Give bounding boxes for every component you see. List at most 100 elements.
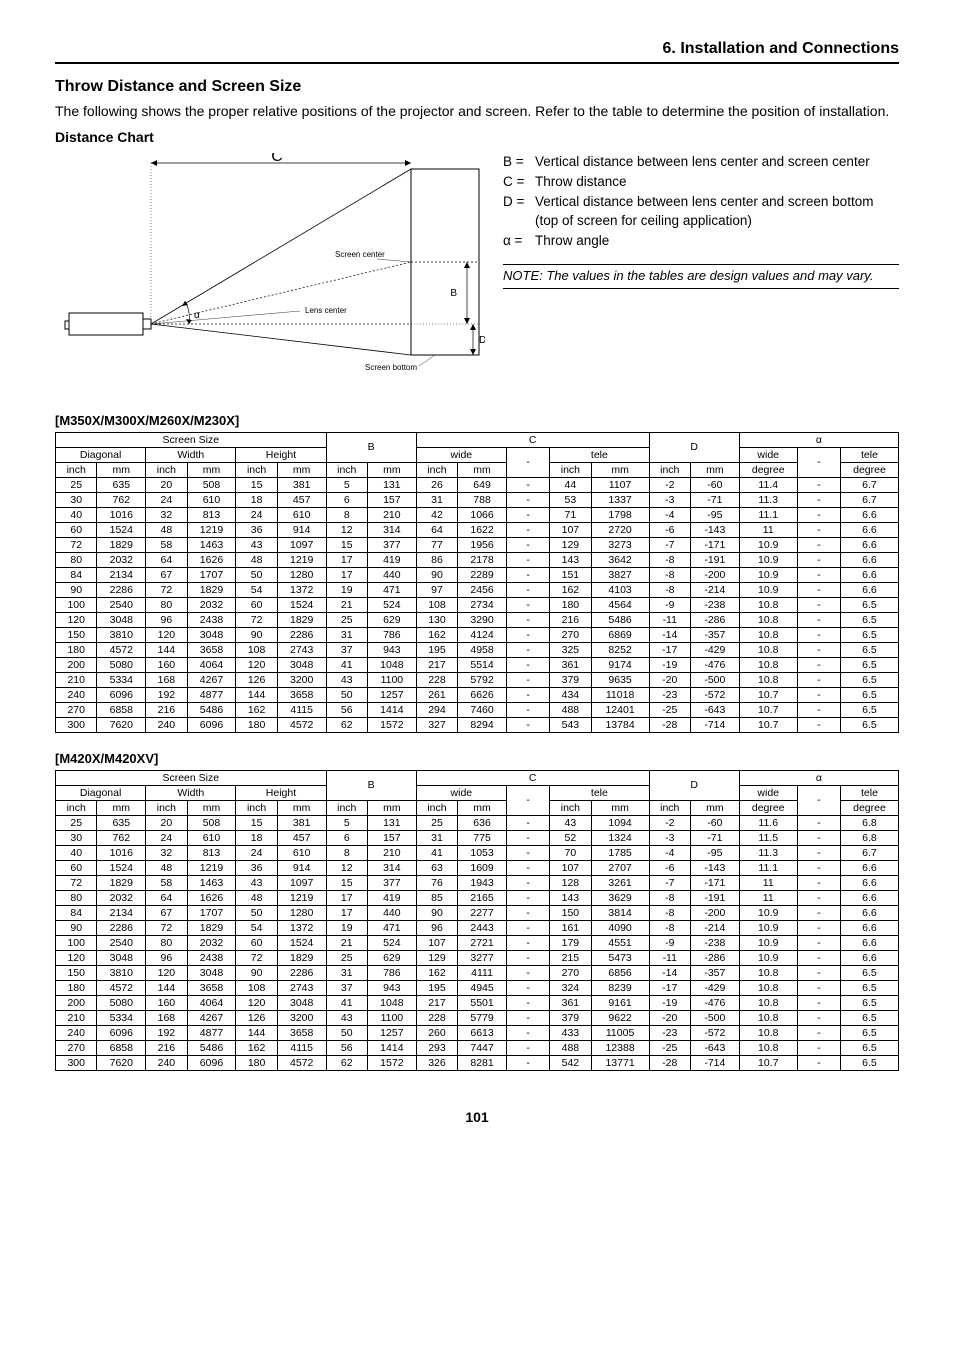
table-cell: -643 [690,702,739,717]
table-cell: 381 [277,477,326,492]
table-cell: 64 [146,890,187,905]
table-cell: 1829 [277,612,326,627]
table-cell: 216 [146,702,187,717]
table-cell: -572 [690,1025,739,1040]
table-cell: 157 [367,830,416,845]
table-cell: 6.6 [840,507,898,522]
table-cell: 1107 [591,477,649,492]
th-diagonal: Diagonal [56,785,146,800]
table-cell: 11.1 [739,507,797,522]
table-cell: 131 [367,815,416,830]
table-cell: 31 [326,627,367,642]
table-cell: 2720 [591,522,649,537]
table-cell: 6.7 [840,845,898,860]
table-cell: 2540 [97,935,146,950]
table-cell: - [506,1025,549,1040]
table-cell: 17 [326,905,367,920]
table-cell: 4115 [277,1040,326,1055]
table-cell: -20 [649,672,690,687]
table-cell: -17 [649,980,690,995]
table-cell: 5514 [458,657,507,672]
table-cell: -6 [649,860,690,875]
table-cell: 162 [236,1040,277,1055]
table-cell: -286 [690,950,739,965]
table-cell: 10.8 [739,642,797,657]
table-cell: 10.9 [739,935,797,950]
th-c: C [416,770,649,785]
table-cell: 610 [187,830,236,845]
table-cell: 5334 [97,1010,146,1025]
table-cell: 10.9 [739,552,797,567]
distance-table: Screen SizeBCDαDiagonalWidthHeightwide-t… [55,770,899,1071]
table-cell: 433 [550,1025,591,1040]
table-cell: 10.9 [739,950,797,965]
table-row: 80203264162648121917419862178-1433642-8-… [56,552,899,567]
table-cell: 3048 [277,995,326,1010]
table-cell: 1956 [458,537,507,552]
table-cell: 6.6 [840,537,898,552]
th-unit: mm [187,800,236,815]
table-cell: 12 [326,522,367,537]
table-cell: 6096 [97,687,146,702]
table-cell: 1324 [591,830,649,845]
table-cell: - [797,492,840,507]
divider [55,62,899,64]
table-cell: 2178 [458,552,507,567]
th-unit: degree [840,462,898,477]
table-cell: 610 [277,507,326,522]
table-cell: 4267 [187,672,236,687]
table-cell: 1414 [367,702,416,717]
table-cell: 3273 [591,537,649,552]
table-cell: 76 [416,875,457,890]
table-cell: -11 [649,612,690,627]
table-cell: 1053 [458,845,507,860]
table-cell: 162 [416,965,457,980]
table-cell: 1414 [367,1040,416,1055]
table-cell: 120 [56,950,97,965]
table-cell: 1785 [591,845,649,860]
table-cell: 10.7 [739,717,797,732]
table-cell: - [797,672,840,687]
table-cell: 813 [187,845,236,860]
table-cell: 4958 [458,642,507,657]
table-cell: 54 [236,582,277,597]
th-wide: wide [739,447,797,462]
section-title: Throw Distance and Screen Size [55,78,899,96]
table-cell: 19 [326,920,367,935]
table-cell: 2286 [97,920,146,935]
table-cell: -214 [690,920,739,935]
table-cell: - [797,477,840,492]
table-cell: 20 [146,477,187,492]
table-cell: 1100 [367,672,416,687]
th-unit: degree [840,800,898,815]
table-cell: 31 [416,492,457,507]
table-cell: 1097 [277,537,326,552]
table-cell: 192 [146,687,187,702]
th-alpha: α [739,432,898,447]
table-cell: 40 [56,507,97,522]
table-cell: -2 [649,815,690,830]
table-cell: 6.6 [840,567,898,582]
table-cell: 80 [56,890,97,905]
table-cell: 5792 [458,672,507,687]
table-cell: - [797,717,840,732]
table-cell: 210 [56,1010,97,1025]
table-cell: -8 [649,552,690,567]
distance-chart-title: Distance Chart [55,129,899,145]
table-cell: 128 [550,875,591,890]
table-cell: 240 [56,1025,97,1040]
th-unit: inch [326,800,367,815]
table-cell: 6.5 [840,672,898,687]
table-cell: - [506,507,549,522]
table-cell: 50 [326,687,367,702]
table-cell: 914 [277,522,326,537]
table-cell: -500 [690,672,739,687]
table-cell: 524 [367,935,416,950]
table-cell: 18 [236,492,277,507]
table-cell: 6.6 [840,860,898,875]
legend-b-sym: B = [503,153,535,171]
table-cell: 1097 [277,875,326,890]
table-cell: 60 [56,522,97,537]
table-cell: - [797,890,840,905]
table-cell: 6856 [591,965,649,980]
